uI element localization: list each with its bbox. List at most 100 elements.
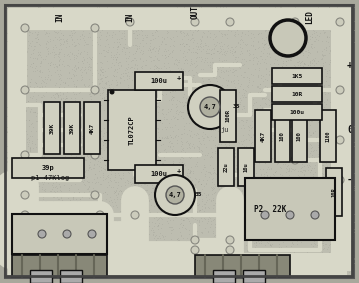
Point	[241, 40, 246, 44]
Point	[217, 4, 223, 8]
Point	[290, 196, 295, 200]
Point	[236, 231, 242, 236]
Point	[63, 205, 69, 209]
Point	[215, 142, 221, 147]
Point	[132, 173, 138, 178]
Point	[209, 180, 215, 184]
Point	[327, 269, 332, 274]
Point	[318, 8, 324, 12]
Point	[192, 4, 198, 8]
Point	[324, 126, 330, 130]
Point	[310, 78, 316, 83]
Point	[288, 92, 294, 97]
Point	[350, 76, 356, 81]
Point	[138, 201, 144, 206]
Point	[115, 107, 121, 112]
Point	[349, 28, 354, 33]
Point	[201, 30, 206, 35]
Point	[168, 97, 174, 101]
Point	[184, 266, 190, 271]
Point	[94, 220, 100, 224]
Point	[74, 119, 79, 124]
Point	[168, 85, 173, 89]
Point	[89, 90, 94, 94]
Point	[13, 229, 19, 233]
Point	[160, 198, 165, 202]
Point	[105, 180, 111, 185]
Point	[148, 78, 153, 83]
Point	[348, 19, 354, 23]
Point	[120, 225, 125, 230]
Point	[161, 214, 167, 218]
Point	[88, 34, 93, 39]
Point	[214, 245, 220, 249]
Point	[35, 225, 41, 229]
Point	[127, 260, 132, 265]
Point	[51, 200, 57, 205]
Point	[217, 126, 223, 130]
Point	[249, 155, 255, 159]
Point	[243, 15, 248, 19]
Point	[88, 159, 93, 164]
Point	[304, 7, 310, 11]
Point	[247, 90, 253, 95]
Point	[251, 190, 257, 195]
Point	[73, 52, 79, 57]
Point	[50, 215, 55, 219]
Point	[312, 231, 318, 236]
Point	[335, 254, 340, 259]
Point	[113, 150, 118, 155]
Point	[273, 205, 279, 209]
Point	[180, 155, 185, 159]
Point	[267, 241, 273, 246]
Point	[284, 262, 290, 267]
Circle shape	[96, 211, 104, 219]
Point	[212, 127, 218, 132]
Point	[320, 61, 326, 65]
Circle shape	[191, 246, 199, 254]
Point	[54, 162, 60, 167]
Point	[262, 217, 267, 221]
Point	[200, 166, 206, 171]
Point	[300, 68, 306, 72]
Point	[192, 176, 198, 180]
Point	[116, 148, 122, 152]
Point	[121, 258, 126, 262]
Point	[324, 68, 330, 73]
Point	[218, 172, 224, 176]
Point	[108, 222, 114, 226]
Point	[348, 41, 354, 45]
Point	[104, 91, 109, 96]
Point	[304, 234, 310, 239]
Point	[77, 37, 83, 41]
Point	[178, 31, 184, 36]
Point	[169, 200, 175, 204]
Point	[199, 12, 204, 17]
Point	[35, 93, 41, 97]
Point	[124, 116, 130, 121]
Point	[34, 254, 39, 258]
Point	[202, 118, 208, 123]
Point	[309, 219, 315, 224]
Point	[64, 168, 70, 172]
Point	[213, 6, 218, 11]
Point	[34, 33, 40, 37]
Point	[21, 100, 27, 105]
Point	[275, 193, 280, 197]
Point	[229, 230, 234, 234]
Point	[129, 87, 135, 91]
Point	[41, 226, 46, 231]
Point	[26, 195, 32, 199]
Point	[230, 187, 236, 192]
Point	[269, 222, 275, 227]
Point	[69, 67, 74, 72]
Point	[271, 134, 277, 138]
Point	[240, 16, 246, 21]
Point	[277, 137, 283, 141]
Point	[150, 228, 156, 232]
Point	[25, 248, 31, 253]
Point	[142, 212, 148, 217]
Point	[125, 181, 131, 185]
Point	[11, 250, 17, 255]
Point	[228, 148, 234, 153]
